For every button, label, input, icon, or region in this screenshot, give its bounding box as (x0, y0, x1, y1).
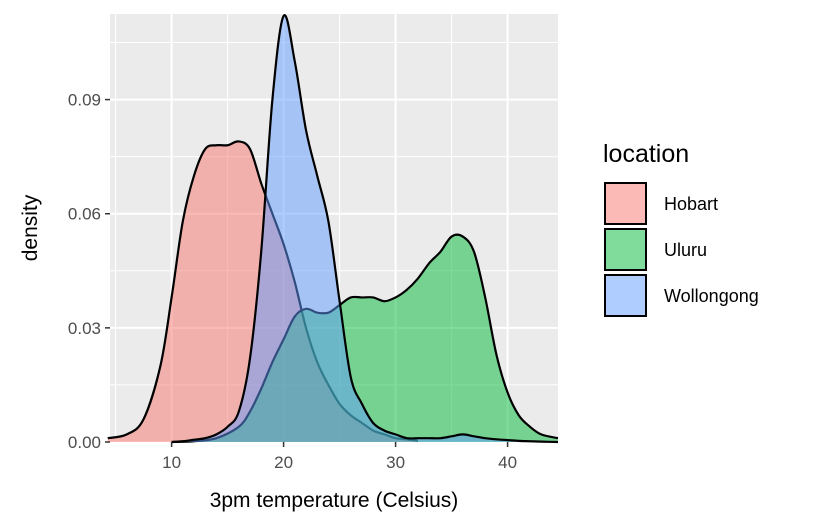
legend-swatch-hobart (604, 182, 647, 225)
y-tick-label: 0.09 (68, 91, 101, 110)
x-tick-label: 30 (386, 453, 405, 472)
legend: location Hobart Uluru Wollongong (603, 140, 759, 317)
x-tick-label: 10 (162, 453, 181, 472)
legend-label-hobart: Hobart (664, 194, 718, 214)
legend-swatch-uluru (604, 228, 647, 271)
density-outline-wollongong (171, 14, 559, 444)
legend-label-uluru: Uluru (664, 240, 707, 260)
legend-label-wollongong: Wollongong (664, 286, 759, 306)
x-axis-title: 3pm temperature (Celsius) (210, 489, 459, 512)
y-axis-title: density (19, 194, 42, 261)
y-tick-label: 0.06 (68, 205, 101, 224)
y-axis: 0.00 0.03 0.06 0.09 (68, 91, 110, 452)
x-tick-label: 40 (498, 453, 517, 472)
density-area-wollongong (171, 15, 558, 443)
x-tick-label: 20 (274, 453, 293, 472)
density-areas (107, 14, 559, 444)
legend-swatch-wollongong (604, 274, 647, 317)
legend-title: location (603, 140, 689, 168)
y-tick-label: 0.03 (68, 319, 101, 338)
y-tick-label: 0.00 (68, 433, 101, 452)
x-axis: 10 20 30 40 (162, 442, 517, 472)
